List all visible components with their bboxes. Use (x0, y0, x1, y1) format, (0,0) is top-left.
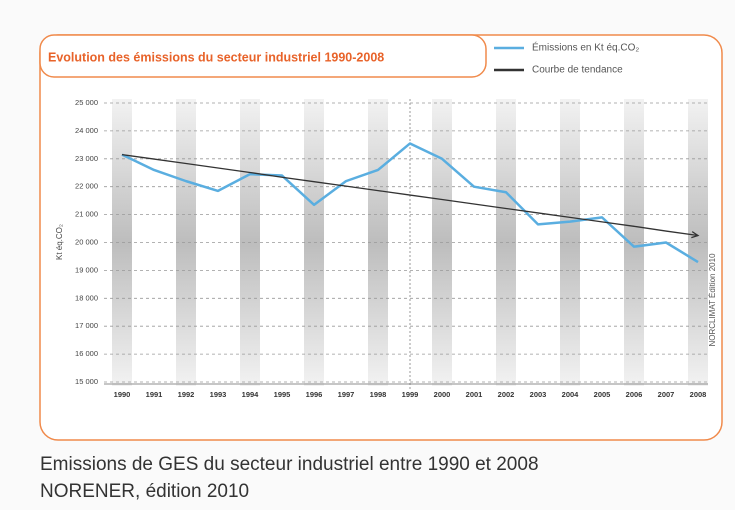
x-tick-label: 1998 (370, 390, 387, 399)
y-tick-label: 20 000 (75, 237, 98, 246)
column-stripe (176, 99, 196, 386)
x-tick-label: 1991 (146, 390, 163, 399)
x-tick-label: 1993 (210, 390, 227, 399)
y-tick-label: 16 000 (75, 349, 98, 358)
y-tick-label: 21 000 (75, 210, 98, 219)
x-tick-label: 1995 (274, 390, 291, 399)
chart-title: Evolution des émissions du secteur indus… (48, 50, 384, 64)
trend-line (121, 153, 699, 237)
y-tick-label: 17 000 (75, 321, 98, 330)
y-tick-label: 23 000 (75, 154, 98, 163)
x-tick-label: 1990 (114, 390, 131, 399)
x-tick-label: 1996 (306, 390, 323, 399)
emissions-line (121, 142, 699, 264)
x-tick-label: 1999 (402, 390, 419, 399)
column-stripe (560, 99, 580, 386)
legend-label: Courbe de tendance (532, 65, 623, 76)
y-tick-label: 24 000 (75, 126, 98, 135)
x-tick-label: 2008 (690, 390, 707, 399)
x-tick-label: 2002 (498, 390, 515, 399)
x-tick-label: 2001 (466, 390, 483, 399)
y-tick-label: 22 000 (75, 182, 98, 191)
x-tick-label: 1992 (178, 390, 195, 399)
x-tick-label: 2003 (530, 390, 547, 399)
x-tick-label: 1997 (338, 390, 355, 399)
y-tick-label: 15 000 (75, 377, 98, 386)
x-tick-label: 2005 (594, 390, 611, 399)
legend-label: Émissions en Kt éq.CO₂ (532, 41, 639, 54)
title-box (39, 34, 487, 78)
x-tick-label: 2000 (434, 390, 451, 399)
plot: 15 000 16 000 17 000 18 000 19 000 20 000 21 0… (75, 41, 708, 399)
x-tick-label: 1994 (242, 390, 260, 399)
y-tick-label: 25 000 (75, 98, 98, 107)
x-tick-label: 2004 (562, 390, 580, 399)
x-tick-label: 2007 (658, 390, 675, 399)
x-tick-label: 2006 (626, 390, 643, 399)
caption-line: NORENER, édition 2010 (40, 481, 249, 502)
y-tick-label: 19 000 (75, 265, 98, 274)
side-note: NORCLIMAT Édition 2010 (708, 253, 717, 347)
y-tick-label: 18 000 (75, 293, 98, 302)
trend-arrow (691, 231, 700, 239)
caption-line: Emissions de GES du secteur industriel e… (40, 454, 539, 475)
y-axis-label: Kt éq.CO₂ (55, 224, 64, 260)
